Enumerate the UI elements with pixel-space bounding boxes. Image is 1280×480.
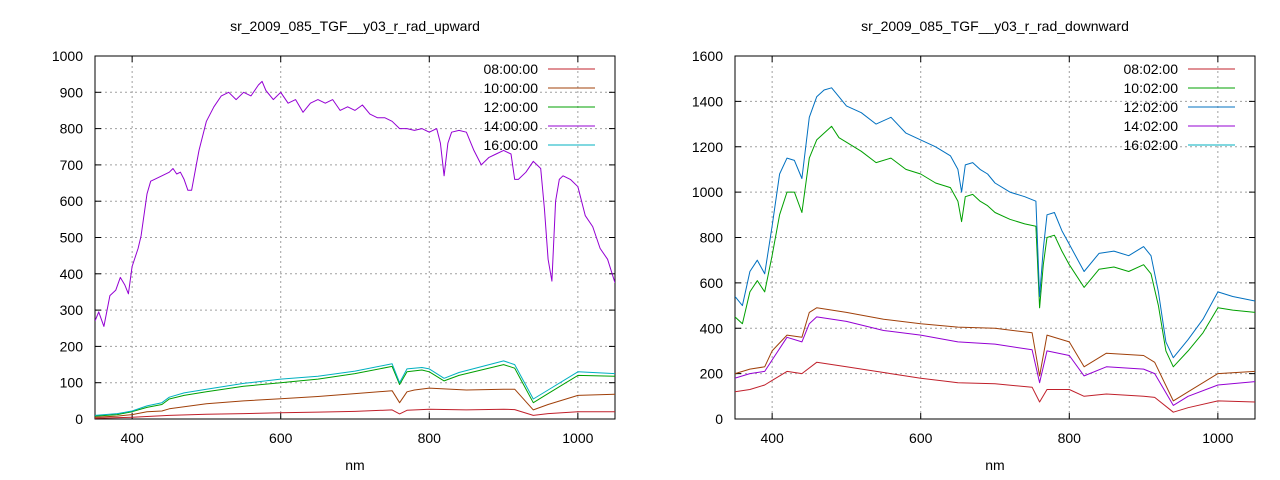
legend-label: 10:02:00 [1124,80,1179,96]
chart-upward: sr_2009_085_TGF__y03_r_rad_upward 0 100 200… [52,18,616,473]
y-tick-label: 0 [715,411,723,427]
y-tick-label: 900 [60,84,84,100]
x-tick-label: 1000 [562,430,593,446]
x-tick-label: 800 [1058,430,1082,446]
y-tick-label: 600 [60,193,84,209]
y-tick-label: 600 [700,275,724,291]
x-axis-label: nm [345,457,364,473]
x-tick-label: 600 [269,430,293,446]
y-tick-label: 800 [60,121,84,137]
y-tick-label: 1200 [692,139,723,155]
legend-label: 08:02:00 [1124,61,1179,77]
series-line-2 [95,364,615,417]
chart-title: sr_2009_085_TGF__y03_r_rad_downward [861,18,1129,34]
x-axis-label: nm [985,457,1004,473]
series-line-2 [735,87,1255,359]
x-tick-label: 800 [418,430,442,446]
legend-label: 12:00:00 [484,99,539,115]
y-tick-label: 400 [60,266,84,282]
x-tick-label: 400 [120,430,144,446]
y-tick-label: 200 [700,366,724,382]
legend-label: 14:02:00 [1124,118,1179,134]
series-line-extra [735,307,1255,402]
legend-label: 14:00:00 [484,118,539,134]
x-tick-label: 1000 [1202,430,1233,446]
y-tick-label: 1000 [692,184,723,200]
series-line-3 [735,316,1255,406]
x-tick-label: 400 [760,430,784,446]
y-tick-label: 300 [60,302,84,318]
y-tick-label: 0 [75,411,83,427]
series-line-4 [95,360,615,416]
y-tick-label: 800 [700,230,724,246]
chart-title: sr_2009_085_TGF__y03_r_rad_upward [230,18,480,34]
y-tick-label: 700 [60,157,84,173]
y-tick-label: 200 [60,338,84,354]
y-tick-label: 100 [60,375,84,391]
legend-label: 16:02:00 [1124,137,1179,153]
series-line-3 [95,80,615,327]
x-tick-label: 600 [909,430,933,446]
legend-label: 16:00:00 [484,137,539,153]
legend-label: 08:00:00 [484,61,539,77]
y-tick-label: 1600 [692,48,723,64]
y-tick-label: 500 [60,230,84,246]
series-line-1 [735,125,1255,368]
legend-label: 10:00:00 [484,80,539,96]
legend-label: 12:02:00 [1124,99,1179,115]
series-line-0 [735,361,1255,413]
chart-downward: sr_2009_085_TGF__y03_r_rad_downward 0 200 4… [692,18,1256,473]
series-line-0 [95,408,615,419]
series-line-1 [95,387,615,418]
y-tick-label: 1400 [692,93,723,109]
y-tick-label: 400 [700,320,724,336]
y-tick-label: 1000 [52,48,83,64]
